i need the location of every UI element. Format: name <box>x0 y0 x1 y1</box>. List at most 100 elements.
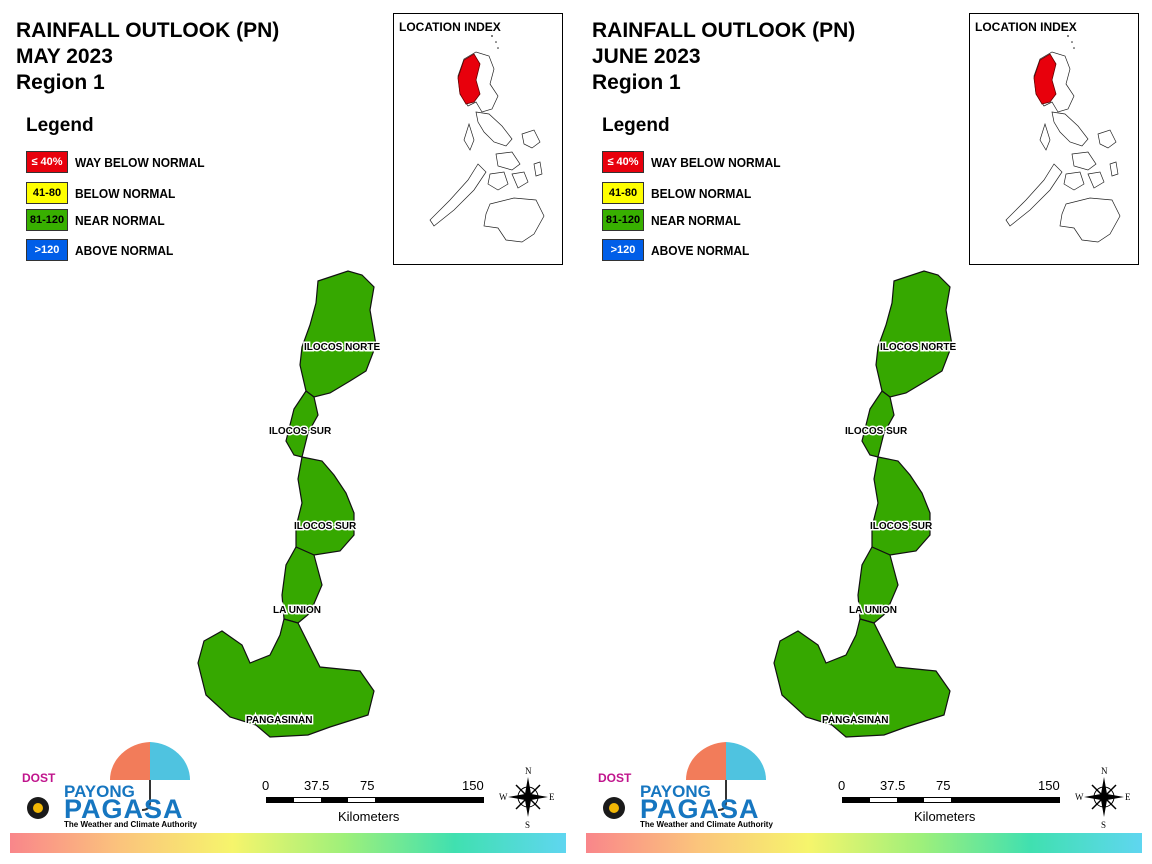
province-pangasinan <box>773 618 951 738</box>
legend-label: WAY BELOW NORMAL <box>75 154 205 170</box>
outlook-panel-may: RAINFALL OUTLOOK (PN) MAY 2023 Region 1 … <box>10 13 566 853</box>
legend-label: BELOW NORMAL <box>651 185 752 201</box>
province-ilocos-sur-north <box>861 390 895 458</box>
legend-item-above-normal: >120 ABOVE NORMAL <box>602 238 758 262</box>
scale-tick-75: 75 <box>360 778 375 793</box>
color-gradient-strip <box>10 833 566 853</box>
compass-rose-icon: N E S W <box>1075 766 1131 830</box>
compass-n: N <box>525 766 532 776</box>
region-1-province-map: ILOCOS NORTE ILOCOS SUR ILOCOS SUR LA UN… <box>773 270 958 738</box>
scale-bar-segments <box>266 797 484 803</box>
title-line-region: Region 1 <box>592 71 681 94</box>
label-ilocos-sur-north: ILOCOS SUR <box>845 426 908 437</box>
philippines-outline-map <box>429 35 545 243</box>
legend-swatch: 81-120 <box>26 209 68 231</box>
title-line-product: RAINFALL OUTLOOK (PN) <box>592 19 856 42</box>
scale-unit: Kilometers <box>914 809 976 824</box>
legend-label: WAY BELOW NORMAL <box>651 154 781 170</box>
region-1-province-map: ILOCOS NORTE ILOCOS SUR ILOCOS SUR LA UN… <box>197 270 382 738</box>
label-ilocos-sur-south: ILOCOS SUR <box>870 521 933 532</box>
logo-tagline: The Weather and Climate Authority <box>64 820 197 829</box>
north-arrow: N E S W <box>1074 764 1131 830</box>
legend-swatch: 81-120 <box>602 209 644 231</box>
label-pangasinan: PANGASINAN <box>246 715 312 726</box>
label-ilocos-sur-south: ILOCOS SUR <box>294 521 357 532</box>
outlook-panel-june: RAINFALL OUTLOOK (PN) JUNE 2023 Region 1… <box>576 0 1152 864</box>
compass-e: E <box>549 792 554 802</box>
label-ilocos-sur-north: ILOCOS SUR <box>269 426 332 437</box>
legend-label: NEAR NORMAL <box>651 212 741 228</box>
legend-swatch: >120 <box>26 239 68 261</box>
compass-rose-icon: N E S W <box>499 766 555 830</box>
legend-swatch: >120 <box>602 239 644 261</box>
province-ilocos-sur-north <box>285 390 319 458</box>
location-index-title: LOCATION INDEX <box>975 20 1077 34</box>
scale-tick-37: 37.5 <box>304 778 330 793</box>
scale-tick-150: 150 <box>462 778 484 793</box>
philippines-outline-map <box>1005 35 1121 243</box>
compass-s: S <box>525 820 530 830</box>
map-title: RAINFALL OUTLOOK (PN) JUNE 2023 Region 1 <box>592 18 855 96</box>
province-pangasinan <box>197 618 375 738</box>
legend-swatch: ≤ 40% <box>602 151 644 173</box>
payong-pagasa-logo: DOST PAYONG PAGASA The Weather and Clima… <box>14 740 197 835</box>
compass-e: E <box>1125 792 1130 802</box>
compass-w: W <box>499 792 508 802</box>
legend-swatch: 41-80 <box>602 182 644 204</box>
title-line-month: JUNE 2023 <box>592 45 701 68</box>
region-1-highlight <box>1033 53 1057 105</box>
scale-bar-segments <box>842 797 1060 803</box>
title-line-product: RAINFALL OUTLOOK (PN) <box>16 19 280 42</box>
compass-s: S <box>1101 820 1106 830</box>
scale-unit: Kilometers <box>338 809 400 824</box>
compass-w: W <box>1075 792 1084 802</box>
label-ilocos-norte: ILOCOS NORTE <box>880 342 956 353</box>
logo-payong: PAYONG <box>640 782 711 801</box>
label-la-union: LA UNION <box>849 605 897 616</box>
compass-n: N <box>1101 766 1108 776</box>
logo-pagasa: PAGASA <box>64 794 184 824</box>
scale-bar: 0 37.5 75 150 Kilometers <box>836 778 1066 828</box>
scale-tick-37: 37.5 <box>880 778 906 793</box>
title-line-month: MAY 2023 <box>16 45 113 68</box>
legend-item-way-below-normal: ≤ 40% WAY BELOW NORMAL <box>26 150 216 174</box>
map-title: RAINFALL OUTLOOK (PN) MAY 2023 Region 1 <box>16 18 279 96</box>
legend-title: Legend <box>602 115 670 136</box>
scale-tick-0: 0 <box>262 778 270 793</box>
logo-tagline: The Weather and Climate Authority <box>640 820 773 829</box>
title-line-region: Region 1 <box>16 71 105 94</box>
location-index-inset: LOCATION INDEX <box>393 13 563 265</box>
province-ilocos-sur-south <box>871 456 931 556</box>
color-gradient-strip <box>586 833 1142 853</box>
province-ilocos-norte <box>299 270 377 398</box>
legend-item-near-normal: 81-120 NEAR NORMAL <box>26 208 173 232</box>
logo-dost: DOST <box>22 771 56 785</box>
location-index-title: LOCATION INDEX <box>399 20 501 34</box>
legend-item-above-normal: >120 ABOVE NORMAL <box>26 238 182 262</box>
scale-tick-75: 75 <box>936 778 951 793</box>
scale-tick-150: 150 <box>1038 778 1060 793</box>
label-pangasinan: PANGASINAN <box>822 715 888 726</box>
legend-title: Legend <box>26 115 94 136</box>
legend-label: ABOVE NORMAL <box>75 242 174 258</box>
location-index-inset: LOCATION INDEX <box>969 13 1139 265</box>
logo-dost: DOST <box>598 771 632 785</box>
label-ilocos-norte: ILOCOS NORTE <box>304 342 380 353</box>
label-la-union: LA UNION <box>273 605 321 616</box>
legend-item-below-normal: 41-80 BELOW NORMAL <box>26 181 184 205</box>
logo-payong: PAYONG <box>64 782 135 801</box>
legend-item-near-normal: 81-120 NEAR NORMAL <box>602 208 749 232</box>
umbrella-icon <box>27 742 191 819</box>
legend-item-way-below-normal: ≤ 40% WAY BELOW NORMAL <box>602 150 792 174</box>
legend-item-below-normal: 41-80 BELOW NORMAL <box>602 181 760 205</box>
scale-tick-0: 0 <box>838 778 846 793</box>
legend-label: ABOVE NORMAL <box>651 242 750 258</box>
province-ilocos-sur-south <box>295 456 355 556</box>
north-arrow: N E S W <box>498 764 555 830</box>
region-1-highlight <box>457 53 481 105</box>
logo-pagasa: PAGASA <box>640 794 760 824</box>
scale-bar: 0 37.5 75 150 Kilometers <box>260 778 490 828</box>
legend-label: BELOW NORMAL <box>75 185 176 201</box>
legend-swatch: ≤ 40% <box>26 151 68 173</box>
payong-pagasa-logo: DOST PAYONG PAGASA The Weather and Clima… <box>590 740 773 835</box>
